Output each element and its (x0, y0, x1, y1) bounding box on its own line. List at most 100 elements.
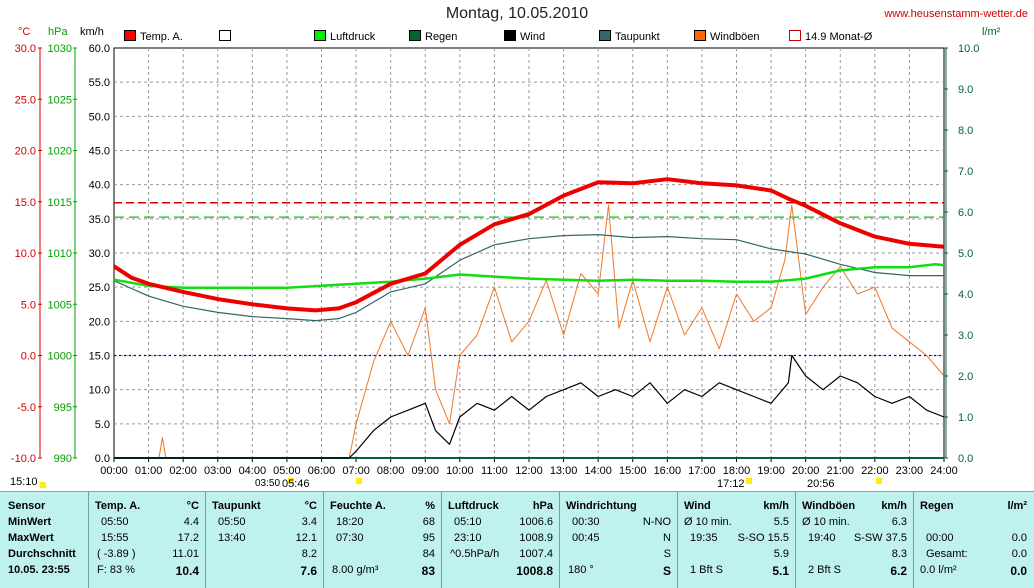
marker-time-3: 05:46 (282, 478, 310, 490)
wind-tick-label: 60.0 (89, 43, 110, 55)
temp-title: Temp. A. (95, 500, 141, 512)
rain-unit-label: l/m² (1007, 500, 1027, 512)
marker-time-5: 20:56 (807, 478, 835, 490)
pressure-tick-label: 995 (54, 402, 72, 414)
x-tick-label: 14:00 (584, 465, 612, 477)
x-tick-label: 10:00 (446, 465, 474, 477)
x-tick-label: 18:00 (723, 465, 751, 477)
chart-title: Montag, 10.05.2010 (445, 5, 589, 22)
stats-col-temp: Temp. A. °C 05:50 4.4 15:55 17.2 ( -3.89… (89, 492, 206, 588)
swatch-gust-icon (694, 30, 706, 41)
time-marker-icon (40, 482, 46, 488)
pressure-tick-label: 1010 (48, 248, 72, 260)
x-tick-label: 09:00 (411, 465, 439, 477)
wind-tick-label: 15.0 (89, 351, 110, 363)
series-wind (114, 354, 945, 459)
wind-min-note: Ø 10 min. (684, 516, 732, 528)
hum-max-time: 07:30 (336, 532, 364, 544)
temp-min-time: 05:50 (101, 516, 129, 528)
stats-panel: Sensor MinWert MaxWert Durchschnitt 10.0… (0, 491, 1034, 588)
dew-max-time: 13:40 (218, 532, 246, 544)
temp-tick-label: 0.0 (21, 351, 36, 363)
temp-tick-label: 10.0 (15, 248, 36, 260)
dew-min-time: 05:50 (218, 516, 246, 528)
press-trend-note: ^0.5hPa/h (450, 548, 500, 560)
dew-avg-value: 8.2 (301, 548, 317, 560)
gust-min-value: 6.3 (891, 516, 907, 528)
legend-rain: Regen (409, 30, 457, 43)
swatch-temp-icon (124, 30, 136, 41)
wind-tick-label: 30.0 (89, 248, 110, 260)
temp-avg-note: ( -3.89 ) (97, 548, 136, 560)
wind-title: Wind (684, 500, 711, 512)
swatch-dewpoint-icon (599, 30, 611, 41)
rain-unit: l/m² (982, 26, 1001, 38)
rain-tick-label: 9.0 (958, 84, 973, 96)
temp-max-time: 15:55 (101, 532, 129, 544)
dir-min-time: 00:30 (572, 516, 600, 528)
site-url[interactable]: www.heusenstamm-wetter.de (884, 8, 1028, 20)
time-marker-icon (876, 478, 882, 484)
dew-max-value: 12.1 (295, 532, 317, 544)
rain-now-note: 0.0 l/m² (920, 564, 957, 576)
x-tick-label: 17:00 (688, 465, 716, 477)
dir-max-time: 00:45 (572, 532, 600, 544)
wind-tick-label: 25.0 (89, 282, 110, 294)
temp-tick-label: 30.0 (15, 43, 36, 55)
swatch-rain-icon (409, 30, 421, 41)
stats-col-gust: Windböen km/h Ø 10 min. 6.3 19:40 S-SW 3… (796, 492, 914, 588)
time-marker-icon (288, 478, 294, 484)
gust-now-note: 2 Bft S (808, 564, 842, 576)
wind-max-value: S-SO 15.5 (737, 532, 789, 544)
temp-avg-value: 11.01 (172, 548, 199, 560)
rain-tick-label: 3.0 (958, 330, 973, 342)
wind-tick-label: 20.0 (89, 316, 110, 328)
gust-min-note: Ø 10 min. (802, 516, 850, 528)
temp-tick-label: 5.0 (21, 299, 36, 311)
x-tick-label: 21:00 (826, 465, 854, 477)
rain-tick-label: 1.0 (958, 412, 973, 424)
temp-tick-label: 15.0 (15, 197, 36, 209)
wind-tick-label: 5.0 (95, 419, 110, 431)
wind-tick-label: 50.0 (89, 111, 110, 123)
rain-tick-label: 6.0 (958, 207, 973, 219)
gust-max-value: S-SW 37.5 (853, 532, 907, 544)
x-tick-label: 22:00 (861, 465, 889, 477)
label-min: MinWert (8, 516, 52, 528)
series-dewpoint (113, 234, 944, 322)
legend: Temp. A. Luftdruck Regen Wind Taupunkt W… (114, 30, 944, 46)
rain-tick-label: 5.0 (958, 248, 973, 260)
rain-tick-label: 0.0 (958, 453, 973, 465)
x-tick-label: 00:00 (100, 465, 128, 477)
series-pressure (113, 263, 945, 290)
pressure-tick-label: 1000 (48, 351, 72, 363)
pressure-tick-label: 1025 (48, 94, 72, 106)
marker-time-4: 17:12 (717, 478, 745, 490)
time-marker-icon (746, 478, 752, 484)
press-min-time: 05:10 (454, 516, 482, 528)
temp-now-value: 10.4 (175, 564, 199, 578)
swatch-monthavg-icon (789, 30, 801, 41)
wind-tick-label: 40.0 (89, 180, 110, 192)
legend-monthavg: 14.9 Monat-Ø (789, 30, 872, 43)
pressure-tick-label: 1015 (48, 197, 72, 209)
stats-col-direction: Windrichtung 00:30 N-NO 00:45 N S 180 ° … (560, 492, 678, 588)
legend-wind: Wind (504, 30, 545, 43)
temp-min-value: 4.4 (183, 516, 199, 528)
gust-now-value: 6.2 (890, 564, 907, 578)
x-tick-label: 03:00 (204, 465, 232, 477)
series-gust (114, 204, 945, 459)
rain-total-value: 0.0 (1011, 548, 1027, 560)
swatch-pressure-icon (314, 30, 326, 41)
hum-now-value: 83 (421, 564, 435, 578)
stats-col-labels: Sensor MinWert MaxWert Durchschnitt 10.0… (0, 492, 89, 588)
wind-max-time: 19:35 (690, 532, 718, 544)
x-tick-label: 16:00 (654, 465, 682, 477)
wind-tick-label: 55.0 (89, 77, 110, 89)
dew-now-value: 7.6 (300, 564, 317, 578)
rain-min-time: 00:00 (926, 532, 954, 544)
x-tick-label: 19:00 (757, 465, 785, 477)
pressure-unit: hPa (48, 26, 68, 38)
x-tick-label: 13:00 (550, 465, 578, 477)
temp-unit: °C (18, 26, 31, 38)
